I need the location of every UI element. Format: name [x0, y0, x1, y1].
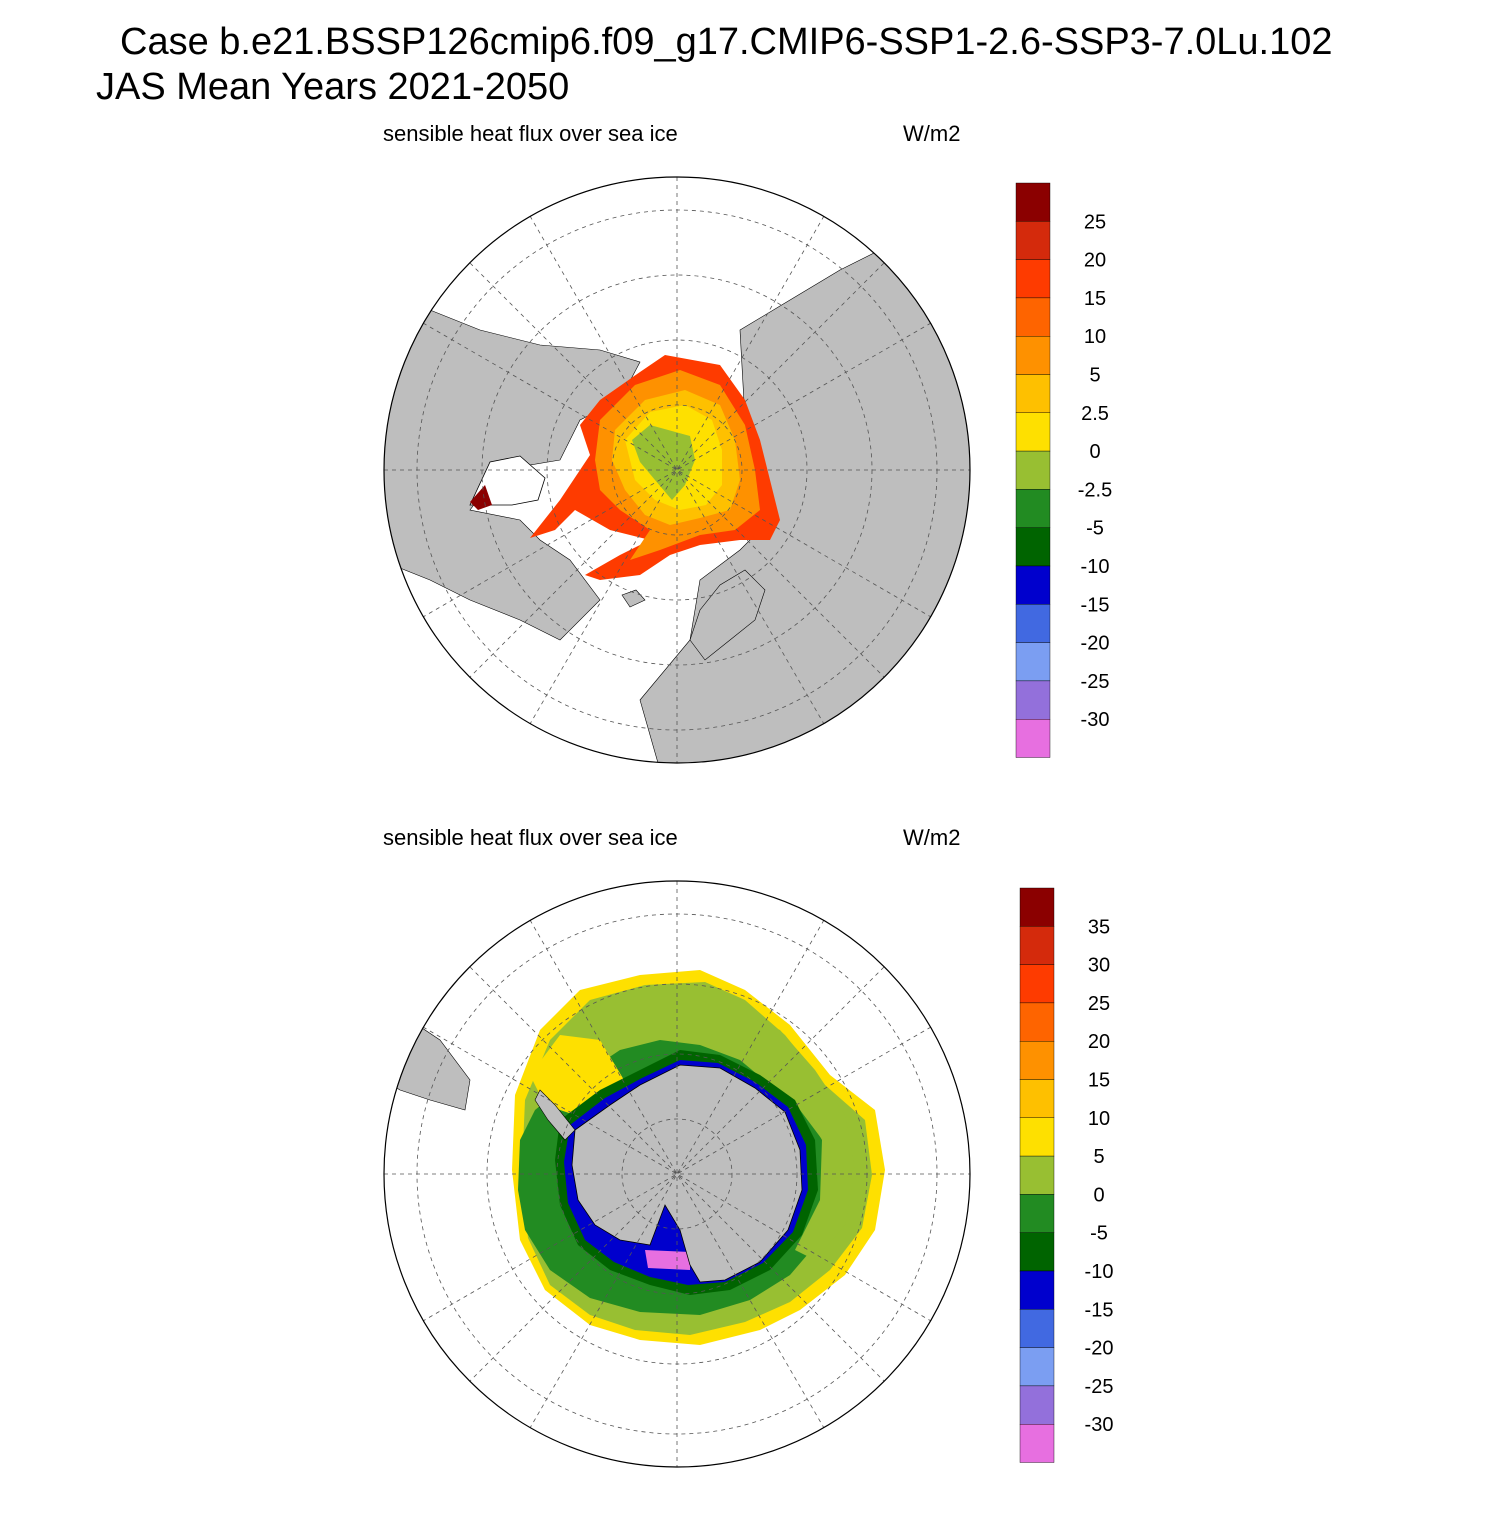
south-colorbar-label: 15 — [1088, 1070, 1110, 1092]
north-colorbar-swatch — [1015, 259, 1051, 299]
south-colorbar-swatch — [1019, 1194, 1055, 1233]
south-colorbar-label: 0 — [1093, 1184, 1104, 1206]
north-colorbar-swatch — [1015, 450, 1051, 490]
north-colorbar-label: -2.5 — [1078, 479, 1112, 501]
north-colorbar-swatch — [1015, 604, 1051, 643]
south-colorbar-label: 10 — [1088, 1108, 1110, 1130]
south-colorbar-label: -25 — [1085, 1376, 1114, 1398]
south-colorbar-swatch — [1019, 1385, 1055, 1425]
north-colorbar-swatch — [1015, 565, 1051, 605]
north-colorbar-swatch — [1015, 297, 1051, 337]
north-colorbar-label: 10 — [1084, 326, 1106, 348]
north-colorbar-label: -15 — [1081, 594, 1110, 616]
south-colorbar-swatch — [1019, 1270, 1055, 1310]
north-ice-dark-edge — [470, 485, 492, 510]
north-colorbar-label: 15 — [1084, 288, 1106, 310]
south-colorbar-swatch — [1019, 1079, 1055, 1118]
north-land-northamerica — [384, 299, 641, 641]
north-colorbar-swatch — [1015, 182, 1051, 222]
south-colorbar-label: 30 — [1088, 955, 1110, 977]
north-colorbar-label: -30 — [1081, 709, 1110, 731]
south-colorbar-swatch — [1019, 1309, 1055, 1348]
north-colorbar-swatch — [1015, 336, 1051, 375]
south-colorbar-swatch — [1019, 1002, 1055, 1042]
north-colorbar-label: 2.5 — [1081, 403, 1109, 425]
north-ice-core-green — [632, 425, 695, 500]
north-colorbar-label: -20 — [1081, 633, 1110, 655]
south-colorbar-label: 20 — [1088, 1031, 1110, 1053]
north-colorbar-swatch — [1015, 642, 1051, 682]
south-colorbar-label: 25 — [1088, 993, 1110, 1015]
south-colorbar-label: -10 — [1085, 1261, 1114, 1283]
south-colorbar-swatch — [1019, 926, 1055, 965]
south-colorbar-swatch — [1019, 1040, 1055, 1080]
south-colorbar-swatch — [1019, 887, 1055, 927]
south-land-peninsula — [534, 1089, 576, 1141]
north-colorbar-label: 25 — [1084, 211, 1106, 233]
south-ice-violet-patch — [645, 1250, 690, 1270]
north-colorbar-swatch — [1015, 489, 1051, 528]
south-polar-map: 35 30 25 20 15 10 5 0 -5 -10 -15 -20 -25 -30 — [383, 880, 1114, 1468]
south-colorbar-label: -5 — [1090, 1223, 1108, 1245]
north-colorbar-swatch — [1015, 680, 1051, 720]
north-land-greenland — [469, 455, 546, 506]
north-colorbar-swatch — [1015, 374, 1051, 413]
north-colorbar-swatch — [1015, 719, 1051, 758]
north-colorbar-label: 5 — [1089, 365, 1100, 387]
south-colorbar-label: 5 — [1093, 1146, 1104, 1168]
south-colorbar: 35 30 25 20 15 10 5 0 -5 -10 -15 -20 -25 -30 — [1019, 887, 1114, 1463]
south-field-label: sensible heat flux over sea ice — [383, 825, 678, 850]
north-colorbar-label: -25 — [1081, 671, 1110, 693]
south-graticule — [384, 881, 970, 1467]
north-colorbar-swatch — [1015, 221, 1051, 260]
south-colorbar-swatch — [1019, 1347, 1055, 1387]
south-colorbar-label: -20 — [1085, 1338, 1114, 1360]
south-colorbar-swatch — [1019, 1423, 1055, 1463]
south-colorbar-swatch — [1019, 964, 1055, 1004]
south-colorbar-swatch — [1019, 1232, 1055, 1272]
north-polar-map: 25 20 15 10 5 2.5 0 -2.5 -5 -10 -15 -20 -25 -30 — [383, 176, 1112, 764]
north-colorbar-label: -5 — [1086, 518, 1104, 540]
north-colorbar-label: 20 — [1084, 250, 1106, 272]
south-colorbar-label: -15 — [1085, 1299, 1114, 1321]
north-land-scandinavia — [689, 569, 766, 661]
north-colorbar-swatch — [1015, 527, 1051, 567]
north-colorbar-swatch — [1015, 412, 1051, 452]
north-units-label: W/m2 — [903, 121, 961, 146]
south-ice-green-inner — [720, 1005, 855, 1260]
north-graticule — [384, 177, 970, 763]
south-land-antarctica — [571, 1064, 803, 1283]
south-colorbar-label: -30 — [1085, 1414, 1114, 1436]
south-colorbar-label: 35 — [1088, 916, 1110, 938]
south-colorbar-swatch — [1019, 1117, 1055, 1157]
south-colorbar-swatch — [1019, 1155, 1055, 1195]
plot-title-line-1: Case b.e21.BSSP126cmip6.f09_g17.CMIP6-SS… — [120, 21, 1333, 63]
north-colorbar-label: 0 — [1089, 441, 1100, 463]
north-field-label: sensible heat flux over sea ice — [383, 121, 678, 146]
plot-title-line-2: JAS Mean Years 2021-2050 — [96, 66, 570, 108]
north-colorbar: 25 20 15 10 5 2.5 0 -2.5 -5 -10 -15 -20 -25 -30 — [1015, 182, 1112, 758]
north-colorbar-label: -10 — [1081, 556, 1110, 578]
north-map-border — [383, 176, 971, 764]
south-units-label: W/m2 — [903, 825, 961, 850]
south-map-border — [383, 880, 971, 1468]
